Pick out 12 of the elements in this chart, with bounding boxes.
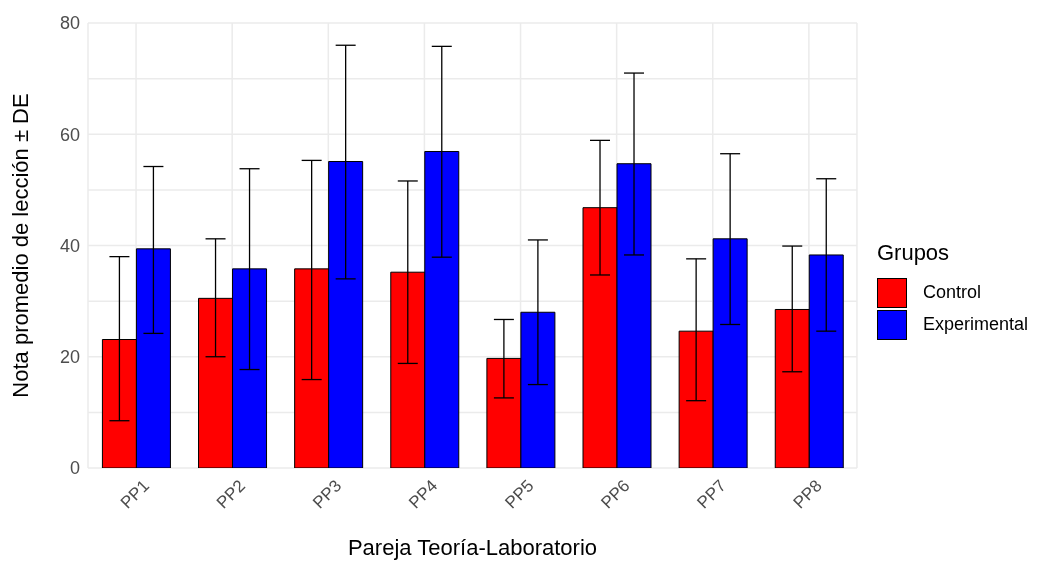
y-tick-label: 40 (59, 235, 80, 256)
x-axis-title: Pareja Teoría-Laboratorio (347, 535, 598, 560)
y-tick-label: 20 (59, 347, 80, 368)
y-tick-label: 60 (59, 124, 80, 145)
x-tick-label: PP1 (116, 476, 153, 513)
legend-label: Experimental (922, 314, 1028, 335)
y-tick-label: 80 (59, 13, 80, 34)
legend-title: Grupos (876, 239, 951, 266)
y-axis-title: Nota promedio de lección ± DE (7, 93, 33, 398)
legend-label: Control (922, 282, 981, 303)
y-tick-label: 0 (69, 458, 80, 479)
x-tick-label: PP6 (597, 476, 634, 513)
